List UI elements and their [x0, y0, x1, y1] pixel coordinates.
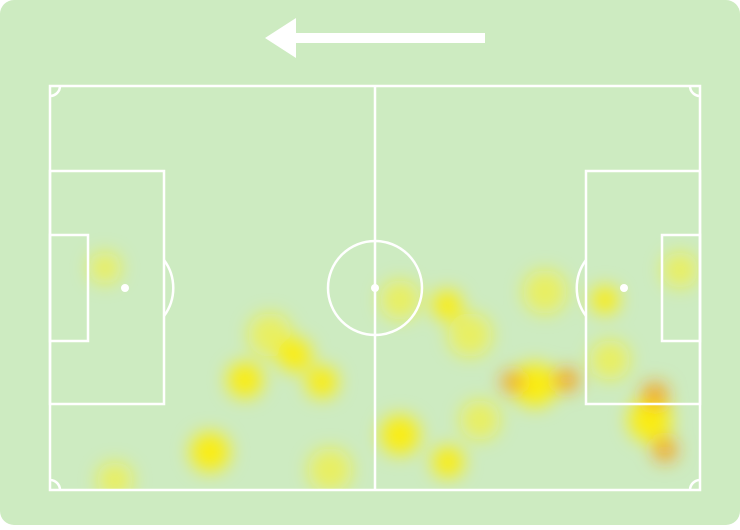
- penalty-arc-right: [575, 259, 588, 317]
- attack-direction-arrow: [265, 18, 485, 58]
- heat-blob: [460, 400, 500, 440]
- arrow-head: [265, 18, 296, 58]
- arrow-shaft: [290, 33, 485, 43]
- heat-blob: [97, 462, 133, 490]
- heat-blob: [380, 280, 420, 320]
- heat-blob: [306, 366, 338, 398]
- heat-blob: [513, 363, 557, 407]
- heat-blob: [432, 446, 464, 478]
- heat-blob: [501, 371, 523, 393]
- heat-high: [501, 368, 677, 462]
- corner-arc: [688, 85, 701, 98]
- heat-blob: [662, 252, 698, 288]
- heat-blob: [190, 432, 230, 472]
- corner-arc: [49, 85, 62, 98]
- goal-area-left: [48, 233, 90, 343]
- heat-blob: [432, 290, 462, 320]
- heat-layer: [89, 252, 698, 490]
- heat-blob: [523, 270, 567, 314]
- heat-blob: [555, 368, 579, 392]
- goal-area-right: [660, 233, 702, 343]
- heat-blob: [590, 340, 630, 380]
- heat-blob: [380, 415, 420, 455]
- heat-low: [89, 252, 698, 490]
- heat-blob: [628, 398, 672, 442]
- heat-blob: [653, 438, 677, 462]
- heat-blob: [227, 362, 263, 398]
- heat-blob: [278, 338, 312, 372]
- penalty-box-left: [48, 169, 166, 406]
- heat-blob: [591, 286, 619, 314]
- penalty-arc-left: [162, 259, 175, 317]
- heat-blob: [308, 448, 352, 490]
- corner-arc: [688, 478, 701, 491]
- center-circle: [326, 239, 424, 337]
- heat-mid: [190, 286, 672, 478]
- penalty-spot-left: [121, 284, 129, 292]
- center-spot: [371, 284, 379, 292]
- penalty-spot-right: [620, 284, 628, 292]
- pitch-lines: [48, 84, 702, 492]
- heat-blob: [642, 382, 668, 408]
- heat-blob: [448, 313, 492, 357]
- corner-arc: [49, 478, 62, 491]
- heat-blob: [89, 252, 121, 284]
